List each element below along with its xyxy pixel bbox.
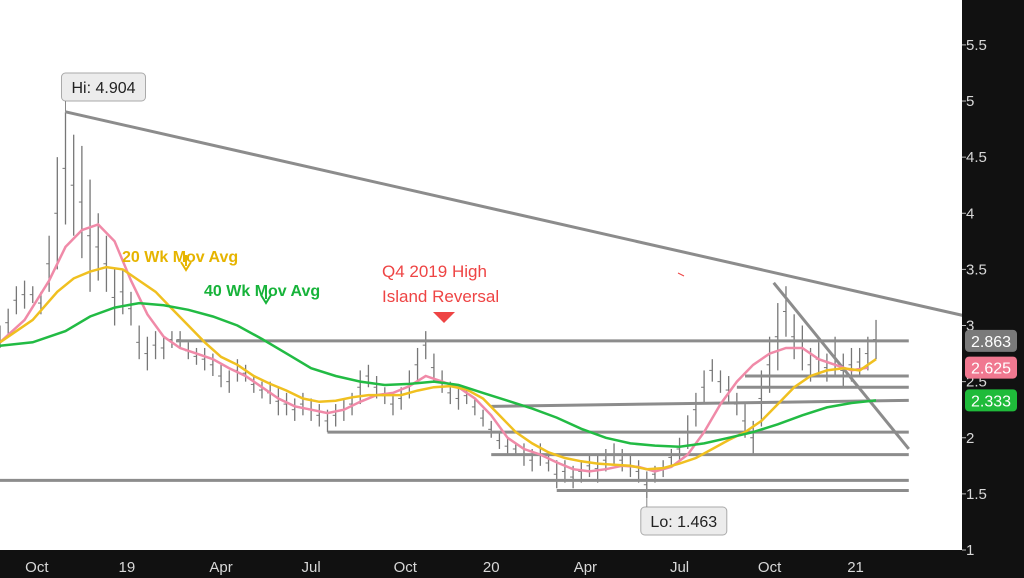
reversal-marker-icon — [433, 312, 455, 323]
hi-callout-box — [60, 72, 146, 102]
x-tick-label: 21 — [847, 559, 864, 576]
x-tick-label: 20 — [483, 559, 500, 576]
lo-callout-box — [640, 506, 728, 536]
annotations: Hi: 4.904 Lo: 1.463 20 Wk Mov Avg 40 Wk Mov… — [60, 72, 728, 536]
label-q4-2019-high: Q4 2019 High — [382, 262, 487, 281]
x-tick-label: Apr — [209, 559, 232, 576]
price-tag-label: 2.333 — [971, 393, 1011, 410]
x-tick-label: Oct — [758, 559, 782, 576]
x-tick-label: Apr — [574, 559, 597, 576]
y-tick-label: 4 — [966, 205, 974, 222]
series-line — [0, 301, 877, 448]
label-island-reversal: Island Reversal — [382, 287, 499, 306]
hi-callout-label: Hi: 4.904 — [71, 80, 135, 97]
label-40wk: 40 Wk Mov Avg — [204, 283, 320, 300]
price-tag-box — [965, 389, 1017, 412]
price-tag-box — [965, 329, 1017, 352]
red-tick-mark — [677, 272, 685, 277]
trendline — [65, 110, 983, 322]
y-tick-label: 3 — [966, 318, 974, 335]
y-tick-label: 5 — [966, 93, 974, 110]
x-tick-label: Jul — [302, 559, 321, 576]
y-tick-label: 4.5 — [966, 149, 987, 166]
lo-callout-label: Lo: 1.463 — [650, 514, 717, 531]
label-20wk: 20 Wk Mov Avg — [122, 249, 238, 266]
x-tick-label: 19 — [119, 559, 136, 576]
trendline — [491, 398, 909, 408]
y-tick-label: 5.5 — [966, 37, 987, 54]
price-tag-box — [965, 356, 1017, 379]
plot-area — [0, 110, 983, 499]
x-axis-panel — [0, 550, 1024, 578]
y-tick-label: 2 — [966, 430, 974, 447]
price-tag-label: 2.625 — [971, 361, 1011, 378]
arrow-20wk-icon — [180, 255, 192, 272]
price-tag-label: 2.863 — [971, 334, 1011, 351]
y-tick-label: 1.5 — [966, 486, 987, 503]
arrow-40wk-icon — [260, 288, 272, 305]
y-axis-panel — [962, 0, 1024, 578]
y-tick-label: 3.5 — [966, 261, 987, 278]
y-tick-label: 1 — [966, 542, 974, 559]
x-tick-label: Oct — [394, 559, 418, 576]
x-tick-label: Oct — [25, 559, 49, 576]
x-tick-label: Jul — [670, 559, 689, 576]
